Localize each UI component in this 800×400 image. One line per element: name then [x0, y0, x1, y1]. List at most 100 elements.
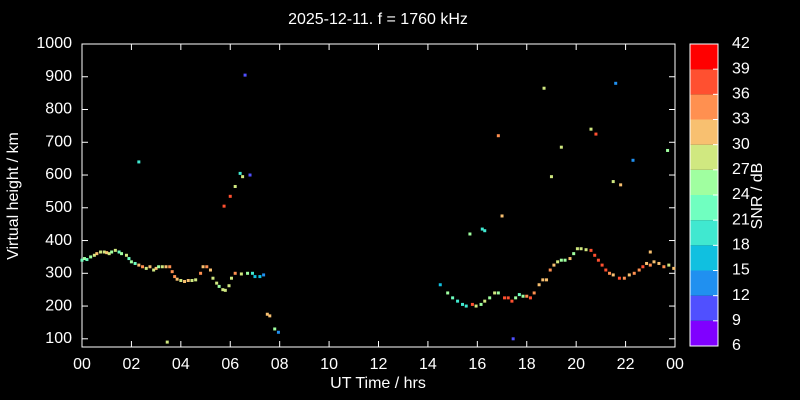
point — [632, 271, 636, 275]
point — [641, 265, 645, 269]
point — [493, 291, 497, 295]
point — [246, 271, 250, 275]
point — [120, 252, 124, 256]
plot-frame — [81, 43, 676, 348]
point — [438, 283, 442, 287]
point — [483, 229, 487, 233]
colorbar-tick-label: 42 — [732, 35, 750, 52]
point — [541, 278, 545, 282]
point — [480, 227, 484, 231]
point — [173, 275, 177, 279]
point — [503, 296, 507, 300]
point — [165, 340, 169, 344]
point — [461, 302, 465, 306]
point — [637, 268, 641, 272]
point — [572, 252, 576, 256]
colorbar-tick-label: 18 — [732, 237, 750, 254]
colorbar-segment — [690, 220, 718, 246]
point — [483, 299, 487, 303]
x-tick-label: 00 — [73, 356, 91, 373]
point — [488, 296, 492, 300]
colorbar-tick-label: 15 — [732, 262, 750, 279]
point — [589, 127, 593, 131]
point — [611, 180, 615, 184]
x-tick-label: 16 — [468, 356, 486, 373]
point — [117, 250, 121, 254]
point — [148, 265, 152, 269]
point — [85, 258, 89, 262]
point — [528, 296, 532, 300]
point — [652, 260, 656, 264]
point — [468, 232, 472, 236]
point — [243, 73, 247, 77]
point — [175, 277, 179, 281]
y-axis-label: Virtual height / km — [5, 132, 22, 260]
point — [672, 266, 676, 270]
point — [667, 263, 671, 267]
x-tick-label: 14 — [419, 356, 437, 373]
point — [99, 250, 103, 254]
point — [568, 257, 572, 261]
point — [648, 263, 652, 267]
point — [594, 132, 598, 136]
point — [186, 279, 190, 283]
point — [241, 175, 245, 179]
point — [446, 291, 450, 295]
colorbar-segment — [690, 270, 718, 296]
colorbar-segment — [690, 245, 718, 271]
point — [164, 265, 168, 269]
point — [152, 268, 156, 272]
y-tick-label: 1000 — [36, 35, 72, 52]
point — [250, 271, 254, 275]
y-tick-label: 900 — [45, 68, 72, 85]
point — [593, 253, 597, 257]
point — [199, 271, 203, 275]
point — [552, 263, 556, 267]
colorbar-segment — [690, 119, 718, 145]
point — [474, 304, 478, 308]
point — [666, 148, 670, 152]
point — [107, 252, 111, 256]
colorbar-segment — [690, 144, 718, 170]
point — [657, 261, 661, 265]
point — [201, 265, 205, 269]
point — [229, 276, 233, 280]
y-tick-label: 300 — [45, 265, 72, 282]
point — [168, 265, 172, 269]
point — [190, 279, 194, 283]
point — [451, 296, 455, 300]
x-tick-label: 18 — [518, 356, 536, 373]
point — [265, 312, 269, 316]
x-tick-label: 04 — [172, 356, 190, 373]
point — [124, 253, 128, 257]
x-tick-label: 22 — [617, 356, 635, 373]
colorbar-segment — [690, 44, 718, 70]
x-axis-label: UT Time / hrs — [330, 375, 426, 392]
point — [95, 252, 99, 256]
point — [227, 284, 231, 288]
point — [228, 194, 232, 198]
y-tick-label: 400 — [45, 232, 72, 249]
point — [211, 276, 215, 280]
point — [549, 175, 553, 179]
colorbar-segment — [690, 320, 718, 346]
point — [223, 288, 227, 292]
point — [133, 261, 137, 265]
point — [222, 204, 226, 208]
point — [596, 258, 600, 262]
point — [137, 160, 141, 164]
point — [179, 279, 183, 283]
point — [622, 276, 626, 280]
point — [645, 261, 649, 265]
x-tick-label: 10 — [320, 356, 338, 373]
point — [608, 271, 612, 275]
point — [521, 294, 525, 298]
point — [511, 337, 515, 341]
chart-title: 2025-12-11. f = 1760 kHz — [288, 11, 468, 28]
point — [496, 291, 500, 295]
point — [584, 248, 588, 252]
point — [273, 327, 277, 331]
point — [205, 265, 209, 269]
point — [92, 253, 96, 257]
